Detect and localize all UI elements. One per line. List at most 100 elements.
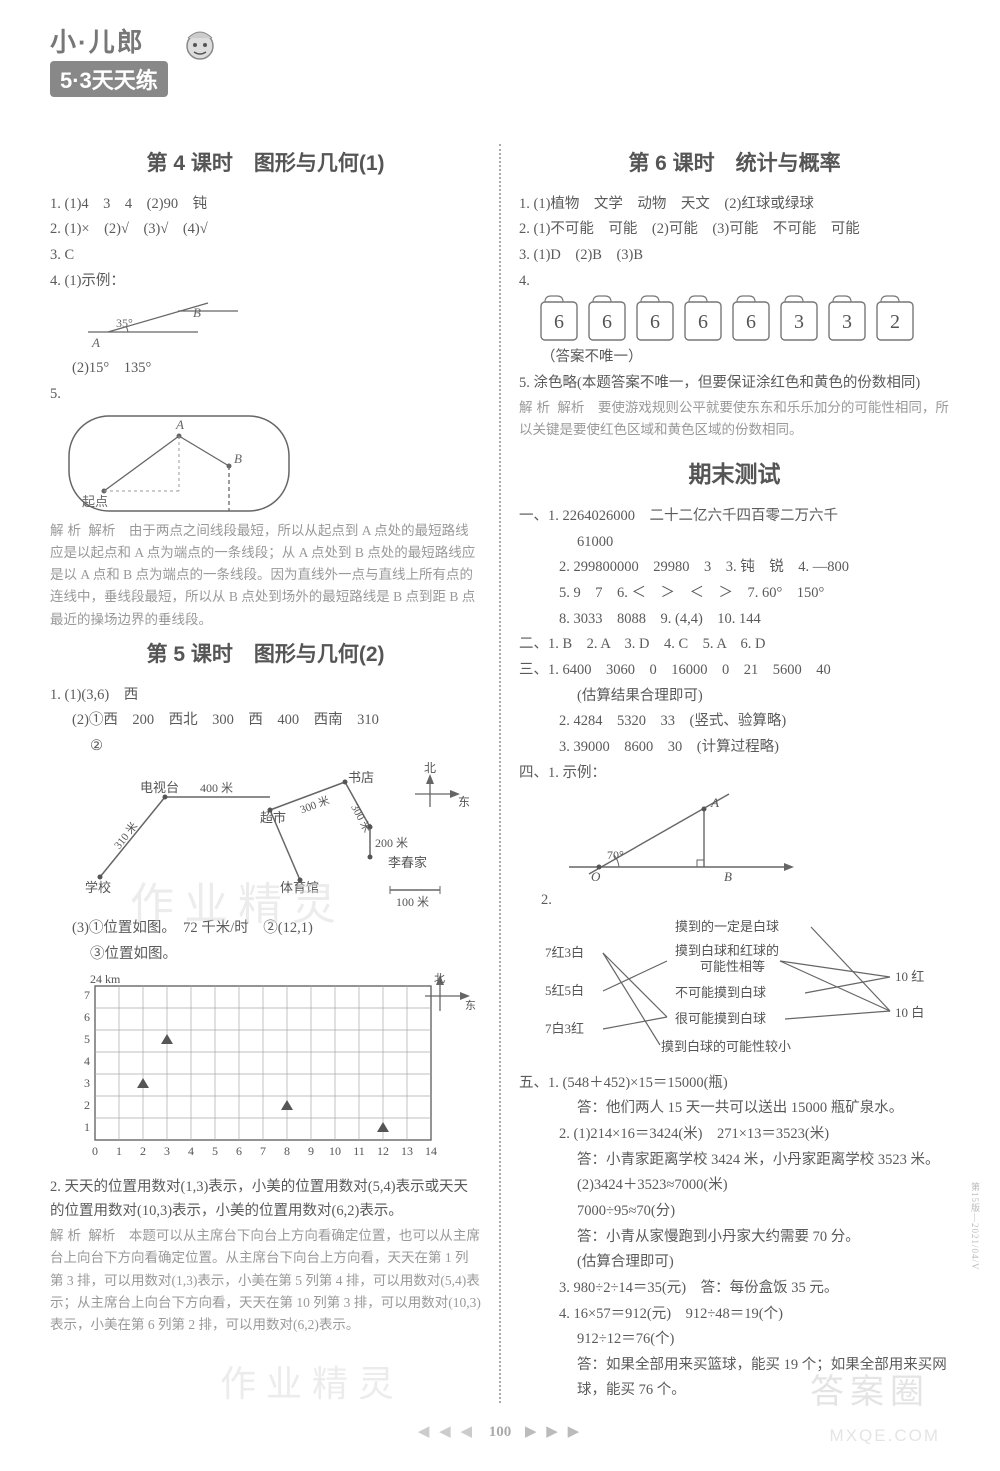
l6-q4-note: （答案不唯一） [519, 345, 950, 370]
l5-q1-3b: ③位置如图。 [50, 942, 481, 967]
brand-logo: 小·儿郎 5·3天天练 [50, 22, 230, 92]
svg-text:学校: 学校 [85, 880, 111, 895]
f-s1-8: 8. 3033 8088 9. (4,4) 10. 144 [519, 607, 950, 632]
f-s1-2: 2. 299800000 29980 3 3. 钝 锐 4. —800 [519, 555, 950, 580]
l5-q1-1: 1. (1)(3,6) 西 [50, 683, 481, 708]
svg-text:5: 5 [212, 1144, 218, 1158]
svg-text:电视台: 电视台 [140, 780, 179, 795]
svg-text:6: 6 [650, 311, 660, 333]
f-s5-2a: 2. (1)214×16＝3424(米) 271×13＝3523(米) [519, 1122, 950, 1147]
svg-text:11: 11 [353, 1144, 365, 1158]
svg-text:B: B [724, 869, 732, 884]
svg-text:4: 4 [188, 1144, 194, 1158]
svg-text:3: 3 [842, 311, 852, 333]
svg-text:6: 6 [236, 1144, 242, 1158]
svg-text:10 红: 10 红 [895, 969, 924, 984]
l5-analysis: 解析 解析 本题可以从主席台下向台上方向看确定位置，也可以从主席台上向台下方向看… [50, 1225, 481, 1336]
l4-q5: 5. [50, 382, 481, 407]
content-columns: 第 4 课时 图形与几何(1) 1. (1)4 3 4 (2)90 钝 2. (… [50, 140, 950, 1403]
angle-35-text: 35° [116, 316, 133, 330]
l4-q4a: 4. (1)示例： [50, 269, 481, 294]
grid-chart-figure: 24 km 北 东 [60, 971, 481, 1171]
svg-text:3: 3 [164, 1144, 170, 1158]
side-version-code: 第15版—2021/04/V [969, 1182, 982, 1271]
cards-row: 66666332 [539, 294, 950, 344]
l6-q4: 4. [519, 269, 950, 294]
l6-q3: 3. (1)D (2)B (3)B [519, 243, 950, 268]
l6-q5: 5. 涂色略(本题答案不唯一，但要保证涂红色和黄色的份数相同) [519, 371, 950, 396]
matching-figure: 7红3白 5红5白 7白3红 10 红 10 白 摸到的一定是白球 摸到白球和红… [545, 917, 950, 1067]
route-map-figure: 电视台 书店 超市 学校 体育馆 李春家 400 米 300 米 300 米 2… [70, 762, 481, 912]
l4-q1: 1. (1)4 3 4 (2)90 钝 [50, 192, 481, 217]
svg-text:7红3白: 7红3白 [545, 945, 584, 960]
page-number: 100 [489, 1424, 512, 1440]
mascot-icon [180, 28, 220, 68]
svg-text:1: 1 [84, 1120, 90, 1134]
watermark-url: MXQE.COM [830, 1426, 940, 1446]
l4-q4b: (2)15° 135° [50, 356, 481, 381]
lesson4-title: 第 4 课时 图形与几何(1) [50, 146, 481, 182]
svg-text:摸到白球和红球的: 摸到白球和红球的 [675, 943, 779, 958]
f-s5-2e: 答：小青从家慢跑到小丹家大约需要 70 分。 [519, 1225, 950, 1250]
arrow-left-icon: ◀ ◀ ◀ [418, 1424, 475, 1440]
f-s4-2: 2. [519, 888, 950, 913]
svg-text:14: 14 [425, 1144, 437, 1158]
svg-text:北: 北 [434, 972, 445, 985]
f-s5-4b: 912÷12＝76(个) [519, 1327, 950, 1352]
f-s3-1: 三、1. 6400 3060 0 16000 0 21 5600 40 [519, 658, 950, 683]
watermark-main: 答案圈 [810, 1364, 930, 1413]
l4-analysis-text: 解析 由于两点之间线段最短，所以从起点到 A 点处的最短路线应是以起点和 A 点… [50, 523, 475, 627]
f-s3-3: 3. 39000 8600 30 (计算过程略) [519, 735, 950, 760]
svg-text:6: 6 [746, 311, 756, 333]
svg-text:2: 2 [84, 1098, 90, 1112]
angle-B-label: B [193, 305, 201, 320]
svg-text:3: 3 [794, 311, 804, 333]
column-divider [499, 144, 501, 1403]
right-column: 第 6 课时 统计与概率 1. (1)植物 文学 动物 天文 (2)红球或绿球 … [519, 140, 950, 1403]
angle-A-label: A [91, 335, 100, 350]
svg-text:1: 1 [116, 1144, 122, 1158]
analysis-label: 解析 [50, 523, 85, 538]
f-s5-1b: 答：他们两人 15 天一共可以送出 15000 瓶矿泉水。 [519, 1096, 950, 1121]
angle-70-figure: A O B 70° [559, 789, 950, 884]
f-s3-2: 2. 4284 5320 33 (竖式、验算略) [519, 709, 950, 734]
svg-text:书店: 书店 [348, 770, 374, 785]
svg-text:北: 北 [424, 762, 436, 775]
l5-analysis-text: 解析 本题可以从主席台下向台上方向看确定位置，也可以从主席台上向台下方向看确定位… [50, 1228, 481, 1332]
svg-text:2: 2 [140, 1144, 146, 1158]
brand-bottom: 5·3天天练 [50, 61, 168, 97]
svg-text:不可能摸到白球: 不可能摸到白球 [675, 985, 766, 1000]
f-s5-2f: (估算合理即可) [519, 1250, 950, 1275]
f-s1-1: 一、1. 2264026000 二十二亿六千四百零二万六千 [519, 504, 950, 529]
left-column: 第 4 课时 图形与几何(1) 1. (1)4 3 4 (2)90 钝 2. (… [50, 140, 481, 1403]
svg-text:5: 5 [84, 1032, 90, 1046]
svg-text:7白3红: 7白3红 [545, 1021, 584, 1036]
f-s4-1: 四、1. 示例： [519, 761, 950, 786]
svg-text:400 米: 400 米 [200, 781, 233, 795]
svg-text:6: 6 [698, 311, 708, 333]
svg-text:东: 东 [465, 999, 476, 1012]
svg-text:100 米: 100 米 [396, 895, 429, 909]
l6-analysis: 解析 解析 要使游戏规则公平就要使东东和乐乐加分的可能性相同，所以关键是要使红色… [519, 397, 950, 442]
svg-text:13: 13 [401, 1144, 413, 1158]
l5-q1-3: (3)①位置如图。 72 千米/时 ②(12,1) [50, 916, 481, 941]
f-s2: 二、1. B 2. A 3. D 4. C 5. A 6. D [519, 632, 950, 657]
svg-text:24 km: 24 km [90, 972, 121, 986]
svg-text:12: 12 [377, 1144, 389, 1158]
svg-text:10: 10 [329, 1144, 341, 1158]
svg-text:7: 7 [260, 1144, 266, 1158]
l5-q1-2b: ② [50, 734, 481, 759]
svg-text:5红5白: 5红5白 [545, 983, 584, 998]
lesson6-title: 第 6 课时 统计与概率 [519, 146, 950, 182]
page: 小·儿郎 5·3天天练 作业精灵 作业精灵 第 4 课时 图形与几何(1) 1.… [0, 0, 1000, 1471]
svg-text:东: 东 [458, 795, 470, 809]
svg-text:0: 0 [92, 1144, 98, 1158]
fig5-A: A [175, 417, 184, 432]
svg-text:O: O [591, 869, 601, 884]
svg-text:3: 3 [84, 1076, 90, 1090]
svg-text:可能性相等: 可能性相等 [700, 959, 765, 974]
analysis-label-2: 解析 [50, 1228, 85, 1243]
f-s1-5: 5. 9 7 6. ＜ ＞ ＜ ＞ 7. 60° 150° [519, 581, 950, 606]
svg-text:10 白: 10 白 [895, 1005, 924, 1020]
l5-q2: 2. 天天的位置用数对(1,3)表示，小美的位置用数对(5,4)表示或天天的位置… [50, 1175, 481, 1224]
